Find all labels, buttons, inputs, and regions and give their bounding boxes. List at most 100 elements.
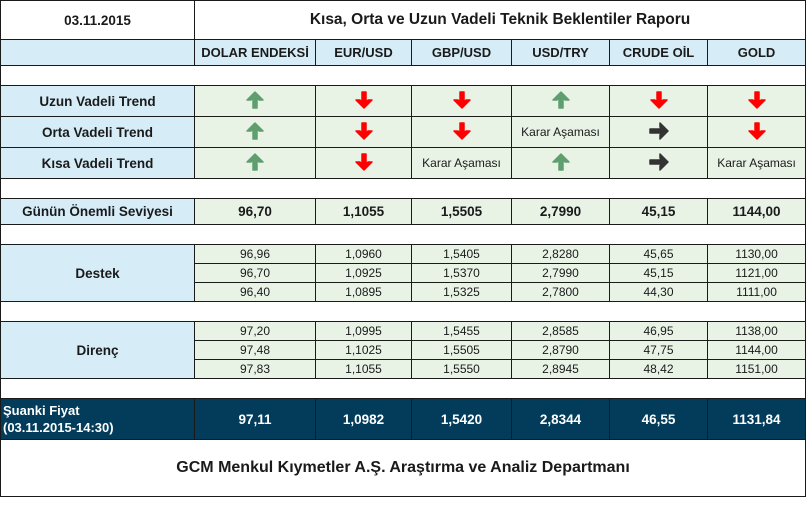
support-label: Destek: [0, 244, 195, 302]
support-value: 1,0895: [315, 282, 412, 302]
resistance-value: 1,5505: [411, 340, 512, 360]
trend-cell: [511, 85, 610, 117]
support-row: 96,70 1,0925 1,5370 2,7990 45,15 1121,00: [1, 263, 806, 283]
up-arrow-icon: [245, 121, 265, 144]
support-value: 96,40: [194, 282, 316, 302]
resistance-value: 2,8945: [511, 359, 610, 379]
col-header-usdtry: USD/TRY: [511, 39, 610, 66]
current-price-label: Şuanki Fiyat (03.11.2015-14:30): [0, 398, 195, 440]
trend-cell: Karar Aşaması: [511, 116, 610, 148]
key-level-value: 2,7990: [511, 198, 610, 225]
key-level-value: 1,5505: [411, 198, 512, 225]
key-level-label: Günün Önemli Seviyesi: [0, 198, 195, 225]
down-arrow-icon: [452, 121, 472, 144]
resistance-row: Direnç 97,20 1,0995 1,5455 2,8585 46,95 …: [0, 321, 806, 379]
column-header-row: DOLAR ENDEKSİ EUR/USD GBP/USD USD/TRY CR…: [0, 39, 806, 66]
up-arrow-icon: [551, 90, 571, 113]
support-value: 2,7990: [511, 263, 610, 283]
current-price-value: 46,55: [609, 398, 708, 440]
up-arrow-icon: [551, 152, 571, 175]
current-price-value: 97,11: [194, 398, 316, 440]
key-level-value: 1144,00: [706, 198, 806, 225]
current-price-row: Şuanki Fiyat (03.11.2015-14:30) 97,11 1,…: [0, 398, 806, 440]
support-row: Destek 96,96 1,0960 1,5405 2,8280 45,65 …: [0, 244, 806, 302]
trend-cell: [194, 147, 316, 179]
footer-text: GCM Menkul Kıymetler A.Ş. Araştırma ve A…: [0, 439, 806, 497]
trend-row-medium: Orta Vadeli Trend Karar Aşaması: [0, 116, 806, 148]
support-value: 2,8280: [511, 244, 610, 264]
support-value: 45,65: [609, 244, 708, 264]
resistance-value: 2,8790: [511, 340, 610, 360]
down-arrow-icon: [354, 152, 374, 175]
key-level-value: 45,15: [609, 198, 708, 225]
resistance-row: 97,83 1,1055 1,5550 2,8945 48,42 1151,00: [1, 359, 806, 379]
current-price-timestamp: (03.11.2015-14:30): [3, 420, 114, 435]
resistance-value: 97,48: [194, 340, 316, 360]
support-value: 44,30: [609, 282, 708, 302]
trend-cell: [194, 85, 316, 117]
resistance-value: 1,5455: [411, 321, 512, 341]
spacer-row: [0, 178, 806, 199]
resistance-label: Direnç: [0, 321, 195, 379]
report-date: 03.11.2015: [0, 0, 195, 40]
resistance-value: 1,0995: [315, 321, 412, 341]
support-value: 1,5370: [411, 263, 512, 283]
resistance-value: 46,95: [609, 321, 708, 341]
trend-cell: [315, 116, 412, 148]
down-arrow-icon: [649, 90, 669, 113]
title-row: 03.11.2015 Kısa, Orta ve Uzun Vadeli Tek…: [0, 0, 806, 40]
down-arrow-icon: [354, 121, 374, 144]
trend-cell: [315, 85, 412, 117]
trend-cell: [706, 85, 806, 117]
current-price-label-line1: Şuanki Fiyat: [3, 403, 80, 418]
footer-row: GCM Menkul Kıymetler A.Ş. Araştırma ve A…: [0, 439, 806, 497]
header-blank: [0, 39, 195, 66]
resistance-value: 1,1055: [315, 359, 412, 379]
resistance-value: 48,42: [609, 359, 708, 379]
support-value: 1,0925: [315, 263, 412, 283]
spacer-row: [0, 224, 806, 245]
trend-label: Uzun Vadeli Trend: [0, 85, 195, 117]
support-value: 2,7800: [511, 282, 610, 302]
resistance-value: 97,20: [194, 321, 316, 341]
trend-cell: Karar Aşaması: [411, 147, 512, 179]
decision-phase-text: Karar Aşaması: [521, 125, 600, 139]
resistance-value: 1151,00: [706, 359, 806, 379]
spacer-row: [0, 65, 806, 86]
up-arrow-icon: [245, 90, 265, 113]
up-arrow-icon: [245, 152, 265, 175]
trend-cell: [194, 116, 316, 148]
resistance-row: 97,48 1,1025 1,5505 2,8790 47,75 1144,00: [1, 340, 806, 360]
spacer-row: [0, 378, 806, 399]
decision-phase-text: Karar Aşaması: [717, 156, 796, 170]
trend-cell: [411, 116, 512, 148]
support-value: 1,5405: [411, 244, 512, 264]
down-arrow-icon: [354, 90, 374, 113]
col-header-gold: GOLD: [706, 39, 806, 66]
support-value: 1,0960: [315, 244, 412, 264]
key-level-value: 1,1055: [315, 198, 412, 225]
resistance-value: 1,5550: [411, 359, 512, 379]
trend-label: Kısa Vadeli Trend: [0, 147, 195, 179]
spacer: [0, 224, 806, 245]
col-header-crude-oil: CRUDE OİL: [609, 39, 708, 66]
technical-expectations-report-table: 03.11.2015 Kısa, Orta ve Uzun Vadeli Tek…: [0, 0, 806, 497]
spacer-row: [0, 301, 806, 322]
trend-row-short: Kısa Vadeli Trend Karar Aşaması Karar Aş…: [0, 147, 806, 179]
col-header-eurusd: EUR/USD: [315, 39, 412, 66]
down-arrow-icon: [452, 90, 472, 113]
resistance-value: 1,1025: [315, 340, 412, 360]
down-arrow-icon: [747, 90, 767, 113]
resistance-value: 47,75: [609, 340, 708, 360]
trend-cell: Karar Aşaması: [706, 147, 806, 179]
current-price-value: 1131,84: [706, 398, 806, 440]
support-value: 96,96: [194, 244, 316, 264]
key-level-value: 96,70: [194, 198, 316, 225]
support-value: 45,15: [609, 263, 708, 283]
resistance-value: 97,83: [194, 359, 316, 379]
trend-cell: [706, 116, 806, 148]
trend-cell: [609, 116, 708, 148]
trend-cell: [511, 147, 610, 179]
resistance-value: 1144,00: [706, 340, 806, 360]
report-title: Kısa, Orta ve Uzun Vadeli Teknik Beklent…: [193, 0, 806, 40]
